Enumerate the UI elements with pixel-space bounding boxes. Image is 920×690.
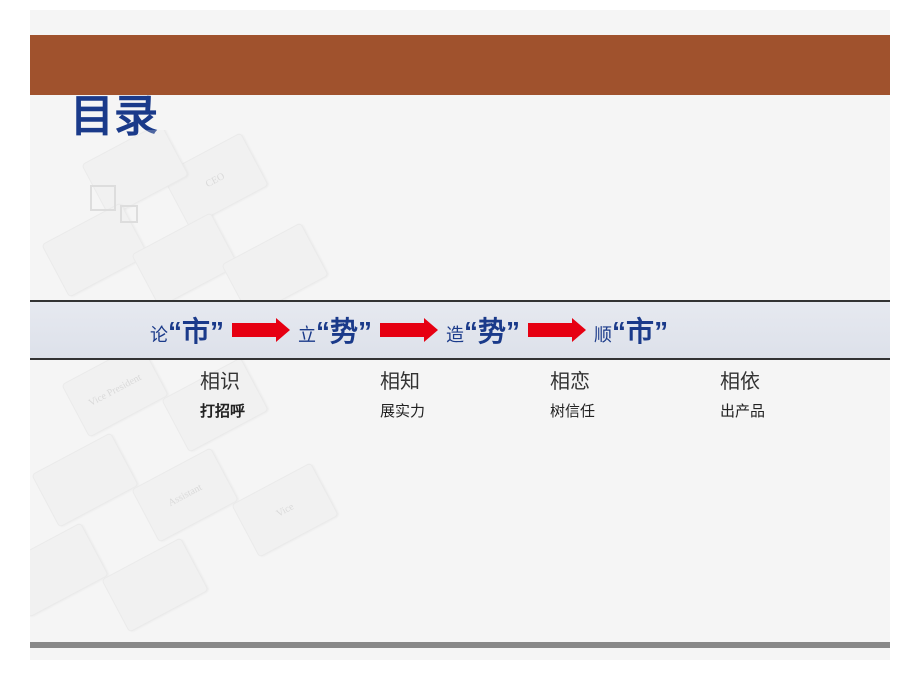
stage-main: 势: [478, 310, 506, 350]
sub-title: 相恋: [550, 365, 595, 394]
stage-main: 势: [330, 310, 358, 350]
stage-prefix: 论: [150, 321, 168, 347]
stage-quote-open: “: [316, 316, 330, 348]
stage-quote-open: “: [464, 316, 478, 348]
keyboard-key: [30, 522, 109, 617]
flow-stage: 造“势”: [446, 310, 520, 350]
sub-title: 相知: [380, 365, 425, 394]
keyboard-key: Assistant: [131, 447, 239, 542]
stage-quote-open: “: [612, 316, 626, 348]
arrow-icon: [232, 318, 290, 342]
arrow-icon: [528, 318, 586, 342]
flow-stage: 顺“市”: [594, 310, 668, 350]
sub-desc: 树信任: [550, 400, 595, 421]
sub-item: 相恋树信任: [550, 365, 595, 421]
stage-main: 市: [626, 310, 654, 350]
sub-title: 相依: [720, 365, 765, 394]
arrow-icon: [380, 318, 438, 342]
keyboard-key: [31, 432, 139, 527]
sub-title: 相识: [200, 365, 245, 394]
sub-desc: 打招呼: [200, 400, 245, 421]
footer-line: [30, 642, 890, 648]
sub-item: 相知展实力: [380, 365, 425, 421]
sub-item: 相依出产品: [720, 365, 765, 421]
stage-prefix: 立: [298, 321, 316, 347]
stage-prefix: 造: [446, 321, 464, 347]
stage-quote-close: ”: [358, 316, 372, 348]
keyboard-key: Vice: [231, 462, 339, 557]
sub-desc: 出产品: [720, 400, 765, 421]
decorative-square: [90, 185, 116, 211]
stage-prefix: 顺: [594, 321, 612, 347]
header-band: [30, 35, 890, 95]
flow-stage: 论“市”: [150, 310, 224, 350]
flow-inner: 论“市”立“势”造“势”顺“市”: [30, 310, 674, 350]
stage-quote-open: “: [168, 316, 182, 348]
stage-quote-close: ”: [506, 316, 520, 348]
decorative-square: [120, 205, 138, 223]
stage-quote-close: ”: [654, 316, 668, 348]
flow-stage: 立“势”: [298, 310, 372, 350]
sub-item: 相识打招呼: [200, 365, 245, 421]
slide: 目录 CEOVice PresidentAssistantVice 论“市”立“…: [30, 10, 890, 660]
stage-main: 市: [182, 310, 210, 350]
flow-band: 论“市”立“势”造“势”顺“市”: [30, 300, 890, 360]
keyboard-key: [131, 212, 239, 307]
stage-quote-close: ”: [210, 316, 224, 348]
sub-desc: 展实力: [380, 400, 425, 421]
keyboard-key: [101, 537, 209, 632]
